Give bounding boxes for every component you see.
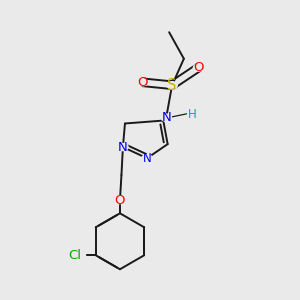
Ellipse shape — [65, 248, 85, 262]
Text: O: O — [115, 194, 125, 207]
Ellipse shape — [118, 143, 128, 151]
Ellipse shape — [194, 64, 204, 71]
Text: O: O — [137, 76, 148, 89]
Text: N: N — [118, 141, 128, 154]
Text: N: N — [161, 111, 171, 124]
Text: N: N — [143, 152, 152, 165]
Ellipse shape — [142, 155, 152, 162]
Ellipse shape — [161, 114, 171, 121]
Ellipse shape — [188, 111, 198, 118]
Text: O: O — [193, 61, 204, 74]
Ellipse shape — [167, 82, 177, 89]
Ellipse shape — [115, 196, 125, 204]
Text: H: H — [188, 108, 197, 121]
Text: S: S — [167, 78, 177, 93]
Text: Cl: Cl — [69, 249, 82, 262]
Ellipse shape — [137, 79, 148, 86]
